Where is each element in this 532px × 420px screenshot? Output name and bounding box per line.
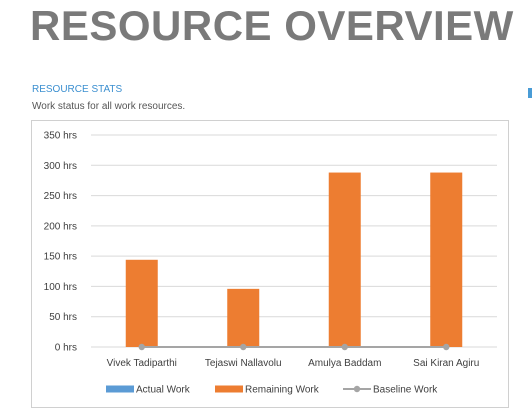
- x-axis-ticks: Vivek Tadiparthi Tejaswi Nallavolu Amulya …: [107, 358, 480, 369]
- y-tick-label: 100 hrs: [44, 282, 77, 293]
- bar-remaining-work[interactable]: [328, 172, 361, 347]
- bar-layer: [125, 172, 463, 347]
- legend-label: Baseline Work: [373, 385, 438, 396]
- legend: Actual Work Remaining Work Baseline Work: [106, 385, 438, 396]
- accent-line: [528, 88, 532, 98]
- y-tick-label: 150 hrs: [44, 252, 77, 263]
- y-tick-label: 50 hrs: [49, 312, 77, 323]
- resource-stats-chart: 0 hrs 50 hrs 100 hrs 150 hrs 200 hrs 250 hrs 3…: [44, 131, 497, 396]
- y-axis-ticks: 0 hrs 50 hrs 100 hrs 150 hrs 200 hrs 250 hrs 3…: [44, 131, 77, 354]
- legend-swatch-baseline-marker: [353, 385, 361, 393]
- y-tick-label: 200 hrs: [44, 221, 77, 232]
- bar-remaining-work[interactable]: [227, 288, 260, 347]
- legend-swatch-actual-work: [106, 385, 134, 393]
- legend-label: Actual Work: [136, 385, 191, 396]
- bar-remaining-work[interactable]: [430, 172, 463, 347]
- section-subheading: Work status for all work resources.: [32, 101, 186, 112]
- legend-label: Remaining Work: [245, 385, 320, 396]
- baseline-work-point[interactable]: [240, 343, 247, 351]
- x-tick-label: Sai Kiran Agiru: [413, 358, 479, 369]
- legend-swatch-remaining-work: [215, 385, 243, 393]
- baseline-layer: [138, 343, 450, 351]
- section-heading: RESOURCE STATS: [32, 84, 123, 95]
- x-tick-label: Amulya Baddam: [308, 358, 381, 369]
- y-tick-label: 0 hrs: [55, 343, 77, 354]
- x-tick-label: Vivek Tadiparthi: [107, 358, 177, 369]
- baseline-work-point[interactable]: [138, 343, 145, 351]
- y-tick-label: 350 hrs: [44, 131, 77, 142]
- report-title: RESOURCE OVERVIEW: [30, 2, 514, 49]
- x-tick-label: Tejaswi Nallavolu: [205, 358, 282, 369]
- y-tick-label: 250 hrs: [44, 191, 77, 202]
- bar-remaining-work[interactable]: [125, 259, 158, 347]
- baseline-work-point[interactable]: [443, 343, 450, 351]
- y-tick-label: 300 hrs: [44, 161, 77, 172]
- baseline-work-point[interactable]: [341, 343, 348, 351]
- chart-frame[interactable]: [31, 120, 509, 408]
